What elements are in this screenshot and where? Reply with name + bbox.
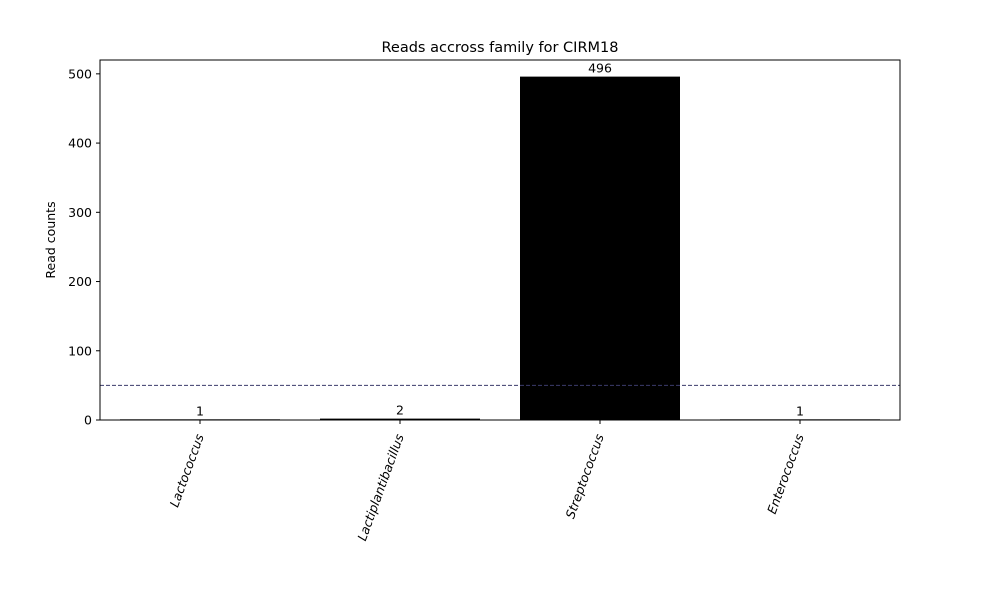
bar-lactiplantibacillus: [320, 418, 480, 420]
y-tick-label: 200: [68, 274, 92, 289]
y-tick-label: 0: [84, 413, 92, 428]
chart-title: Reads accross family for CIRM18: [381, 40, 618, 56]
data-labels-group: 1 2 496 1: [196, 61, 804, 419]
x-tick-label: Lactococcus: [166, 431, 207, 509]
x-tick-label: Lactiplantibacillus: [354, 431, 407, 542]
x-tick-label: Enterococcus: [764, 431, 807, 515]
y-tick-label: 100: [68, 343, 92, 358]
plot-frame: [99, 59, 901, 421]
y-axis-label: Read counts: [43, 201, 58, 278]
bar-streptococcus: [520, 76, 680, 420]
data-label: 1: [796, 403, 804, 418]
bars-group: [120, 76, 880, 421]
x-tick-label: Streptococcus: [562, 431, 607, 520]
data-label: 496: [588, 61, 612, 76]
data-label: 2: [396, 403, 404, 418]
y-tick-label: 300: [68, 205, 92, 220]
data-label: 1: [196, 403, 204, 418]
y-axis-ticks: 0 100 200 300 400 500: [68, 66, 100, 428]
x-axis-ticks: Lactococcus Lactiplantibacillus Streptococ…: [166, 420, 807, 543]
y-tick-label: 500: [68, 66, 92, 81]
y-tick-label: 400: [68, 136, 92, 151]
